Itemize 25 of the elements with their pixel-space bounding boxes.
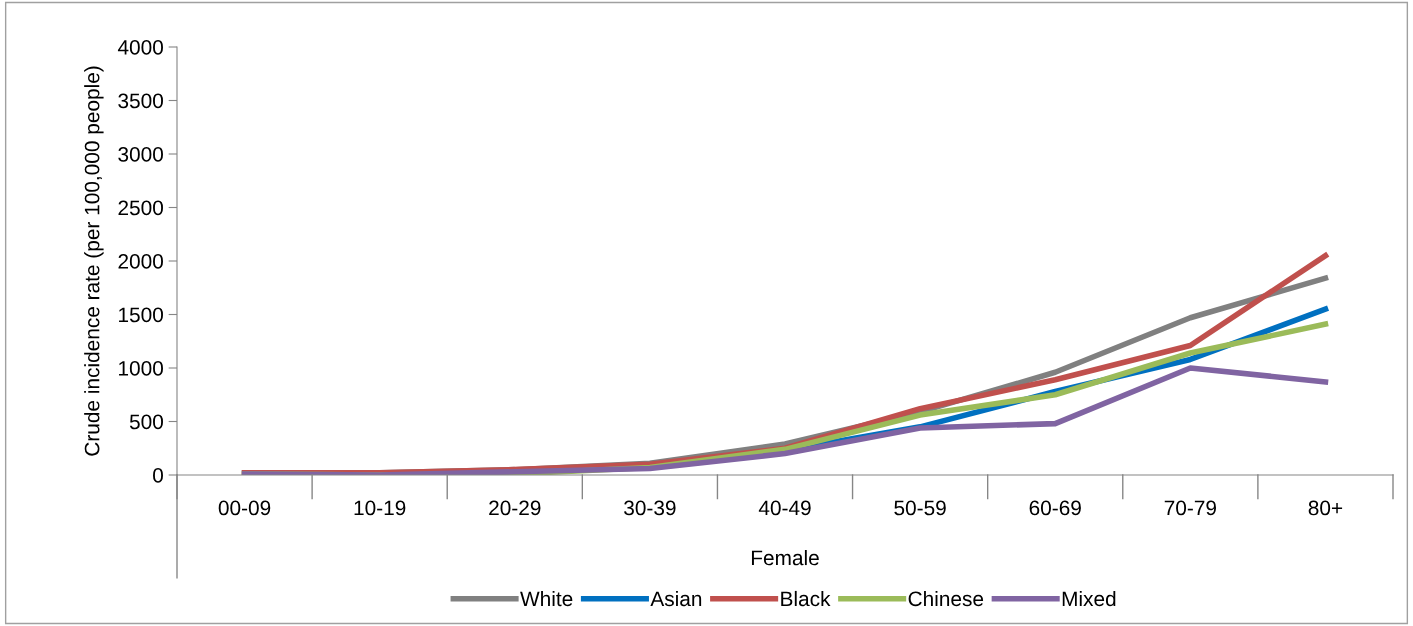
y-tick-label: 4000 — [117, 40, 163, 55]
y-tick-label: 3500 — [118, 93, 163, 109]
y-tick-label: 3000 — [118, 147, 163, 162]
x-tick-label: 10-19 — [354, 500, 406, 516]
x-tick-label: 30-39 — [624, 500, 676, 516]
y-tick-label: 1000 — [119, 361, 163, 376]
legend-label: Chinese — [908, 590, 984, 607]
y-tick-label: 2500 — [118, 200, 163, 216]
x-tick-label: 50-59 — [894, 500, 946, 516]
y-tick-label: 1500 — [119, 307, 163, 323]
x-tick-label: 60-69 — [1029, 500, 1081, 516]
x-tick-label: 70-79 — [1164, 500, 1216, 516]
legend-label: White — [520, 590, 573, 607]
y-tick-label: 2000 — [118, 254, 163, 269]
y-tick-label: 500 — [129, 414, 163, 430]
x-axis-title: Female — [751, 549, 819, 566]
y-axis-title: Crude incidence rate (per 100,000 people) — [84, 66, 104, 456]
x-tick-label: 20-29 — [489, 500, 541, 516]
legend-label: Asian — [650, 590, 702, 607]
legend-label: Mixed — [1062, 590, 1116, 607]
x-tick-label: 80+ — [1308, 500, 1343, 516]
x-tick-label: 40-49 — [758, 500, 811, 516]
legend-label: Black — [781, 590, 831, 607]
x-tick-label: 00-09 — [218, 500, 271, 516]
y-tick-label: 0 — [153, 468, 163, 483]
